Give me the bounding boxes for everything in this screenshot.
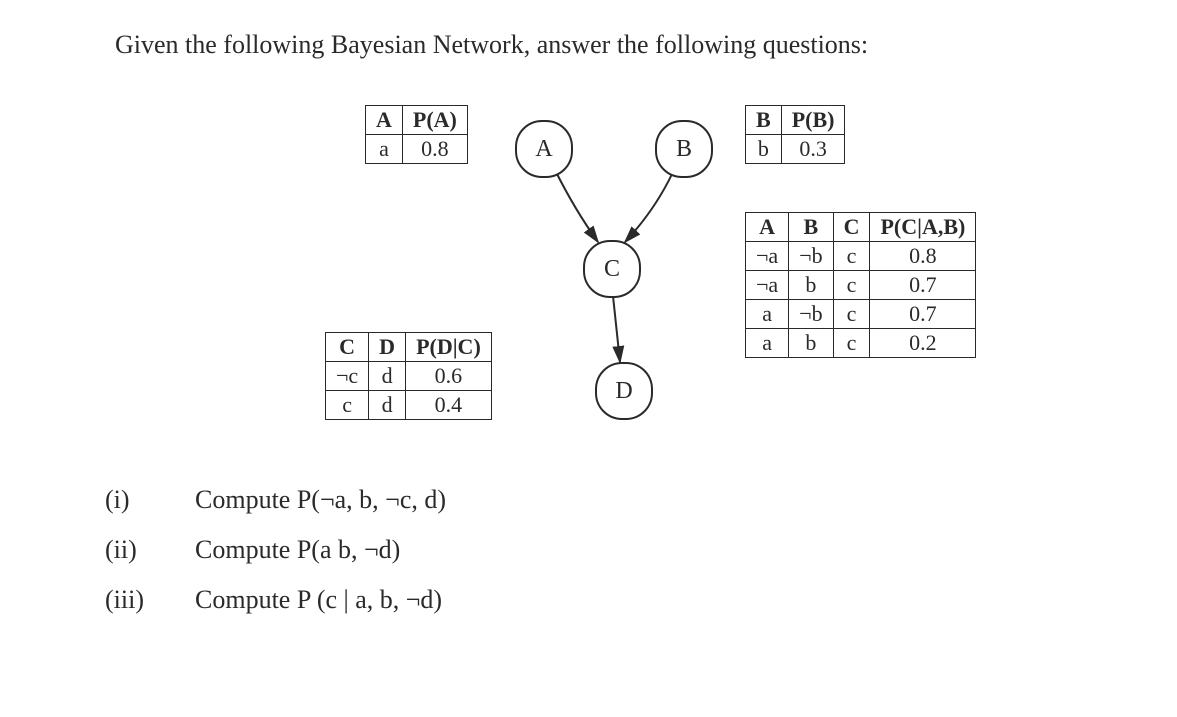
cpt-b-h0: B xyxy=(746,106,782,135)
cpt-b-r0c1: 0.3 xyxy=(781,135,845,164)
cpt-c-r0c3: 0.8 xyxy=(870,242,976,271)
cpt-c-r2c2: c xyxy=(833,300,870,329)
node-a: A xyxy=(515,120,573,178)
cpt-c: A B C P(C|A,B) ¬a ¬b c 0.8 ¬a b c 0.7 a … xyxy=(745,212,976,358)
node-c: C xyxy=(583,240,641,298)
cpt-c-h2: C xyxy=(833,213,870,242)
cpt-c-h1: B xyxy=(789,213,833,242)
cpt-d-h1: D xyxy=(369,333,406,362)
cpt-d-r1c1: d xyxy=(369,391,406,420)
cpt-a-h1: P(A) xyxy=(402,106,467,135)
cpt-c-r2c3: 0.7 xyxy=(870,300,976,329)
cpt-c-h0: A xyxy=(746,213,789,242)
cpt-c-r3c2: c xyxy=(833,329,870,358)
cpt-c-r3c1: b xyxy=(789,329,833,358)
cpt-c-r3c0: a xyxy=(746,329,789,358)
cpt-d-r0c0: ¬c xyxy=(326,362,369,391)
edge-b-c xyxy=(625,172,673,242)
prompt-text: Given the following Bayesian Network, an… xyxy=(115,30,1117,60)
questions-list: (i) Compute P(¬a, b, ¬c, d) (ii) Compute… xyxy=(105,485,1117,615)
edge-c-d xyxy=(613,296,620,362)
cpt-b-r0c0: b xyxy=(746,135,782,164)
cpt-c-r3c3: 0.2 xyxy=(870,329,976,358)
node-d: D xyxy=(595,362,653,420)
cpt-c-r1c0: ¬a xyxy=(746,271,789,300)
bayesian-network-diagram: A B C D A P(A) a 0.8 B P(B) b 0.3 xyxy=(225,100,1125,460)
cpt-c-r1c3: 0.7 xyxy=(870,271,976,300)
cpt-b-h1: P(B) xyxy=(781,106,845,135)
cpt-d-r0c2: 0.6 xyxy=(406,362,492,391)
cpt-d-r1c2: 0.4 xyxy=(406,391,492,420)
cpt-d-h2: P(D|C) xyxy=(406,333,492,362)
cpt-c-r0c0: ¬a xyxy=(746,242,789,271)
question-ii: (ii) Compute P(a b, ¬d) xyxy=(105,535,1117,565)
cpt-c-h3: P(C|A,B) xyxy=(870,213,976,242)
cpt-b: B P(B) b 0.3 xyxy=(745,105,845,164)
question-i-text: Compute P(¬a, b, ¬c, d) xyxy=(195,485,446,515)
cpt-d: C D P(D|C) ¬c d 0.6 c d 0.4 xyxy=(325,332,492,420)
cpt-a-r0c1: 0.8 xyxy=(402,135,467,164)
cpt-d-h0: C xyxy=(326,333,369,362)
question-iii-text: Compute P (c | a, b, ¬d) xyxy=(195,585,442,615)
cpt-d-r1c0: c xyxy=(326,391,369,420)
cpt-c-r0c2: c xyxy=(833,242,870,271)
node-b: B xyxy=(655,120,713,178)
question-iii-label: (iii) xyxy=(105,585,195,615)
question-ii-label: (ii) xyxy=(105,535,195,565)
cpt-c-r1c2: c xyxy=(833,271,870,300)
cpt-c-r2c0: a xyxy=(746,300,789,329)
cpt-c-r0c1: ¬b xyxy=(789,242,833,271)
question-i-label: (i) xyxy=(105,485,195,515)
edge-a-c xyxy=(555,170,598,242)
cpt-a-h0: A xyxy=(366,106,403,135)
question-i: (i) Compute P(¬a, b, ¬c, d) xyxy=(105,485,1117,515)
cpt-a-r0c0: a xyxy=(366,135,403,164)
question-ii-text: Compute P(a b, ¬d) xyxy=(195,535,400,565)
cpt-d-r0c1: d xyxy=(369,362,406,391)
cpt-c-r2c1: ¬b xyxy=(789,300,833,329)
question-iii: (iii) Compute P (c | a, b, ¬d) xyxy=(105,585,1117,615)
cpt-a: A P(A) a 0.8 xyxy=(365,105,468,164)
cpt-c-r1c1: b xyxy=(789,271,833,300)
